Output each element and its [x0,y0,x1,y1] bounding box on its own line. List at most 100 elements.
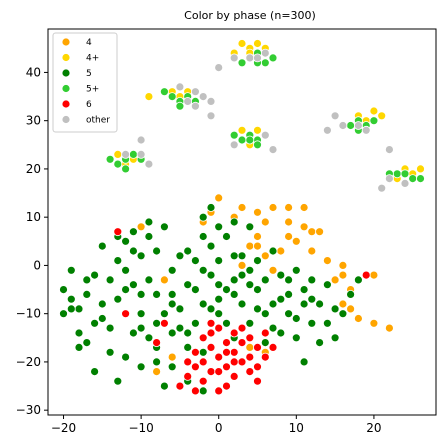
point-other-6 [183,97,193,106]
point-6-30 [229,328,239,338]
point-other-11 [229,140,239,150]
point-5-99 [245,280,255,290]
point-5-96 [198,265,208,275]
point-6-9 [222,381,231,391]
point-5-20 [214,294,224,304]
point-5-38 [82,289,92,299]
point-5-115 [253,304,262,314]
point-6-33 [253,362,262,372]
point-5-92 [136,251,146,261]
point-5-48 [167,289,177,299]
point-6-31 [237,338,247,348]
point-4-17 [307,246,317,256]
point-6-4 [229,371,239,381]
point-5-72 [353,275,363,285]
point-5-119 [113,294,123,304]
point-5-5 [97,299,107,309]
point-5-26 [260,309,270,319]
point-4-23 [346,304,356,314]
legend-marker-4+ [61,53,71,62]
legend-label-6: 6 [86,100,92,110]
legend-marker-other [61,115,71,124]
point-6-1 [206,342,216,352]
point-5+-23 [105,154,115,164]
point-other-20 [136,135,146,145]
point-5-60 [260,275,270,285]
point-4+-14 [253,125,262,135]
point-other-8 [206,111,216,121]
point-6-14 [183,371,193,381]
point-5-88 [276,294,286,304]
point-5-23 [237,251,247,261]
point-5-58 [245,265,255,275]
point-5-40 [66,304,76,314]
legend-marker-4 [61,37,71,47]
point-5-9 [128,280,138,290]
point-5+-29 [408,174,418,184]
point-4-6 [315,227,325,237]
point-5-49 [175,251,185,261]
y-tick-label-4: 10 [26,210,41,224]
point-5-71 [346,289,356,299]
point-6-18 [253,342,262,352]
y-tick-label-1: −20 [16,355,41,369]
point-4+-23 [144,92,154,101]
point-5-81 [167,299,177,309]
point-5-30 [291,265,301,275]
point-5-122 [66,294,76,304]
point-4-1 [253,207,262,217]
point-5-52 [198,299,208,309]
point-5-59 [253,256,262,266]
point-4-38 [338,270,348,280]
point-5-112 [206,304,216,314]
point-5-125 [229,217,239,227]
point-4+-8 [377,111,387,121]
point-5+-3 [260,58,270,68]
point-5-14 [167,328,177,338]
point-5-109 [159,309,169,319]
point-5-57 [237,299,247,309]
point-5+-0 [237,58,247,68]
point-5-22 [229,275,239,285]
axes-layer: −20 −10 0 10 20 −30 −20 −10 0 10 20 30 40 [16,65,382,435]
point-5+-25 [128,149,138,159]
y-tick-label-5: 20 [26,162,41,176]
point-5-24 [245,222,255,232]
point-4-32 [152,367,162,377]
point-6-8 [229,347,239,357]
point-6-21 [206,318,216,328]
point-5-1 [66,265,76,275]
point-4-30 [136,222,146,232]
point-6-3 [222,362,231,372]
point-other-1 [245,53,255,63]
legend-label-5+: 5+ [86,85,99,95]
point-5-32 [307,318,317,328]
point-5-110 [175,323,185,333]
point-other-17 [144,159,154,169]
point-5-106 [198,386,208,396]
point-other-13 [338,121,348,130]
point-5-102 [136,323,146,333]
point-5-10 [136,309,146,319]
point-5-27 [268,246,278,256]
point-4-3 [284,217,294,227]
point-5-121 [82,275,92,285]
point-4-29 [159,275,169,285]
point-4-25 [369,318,379,328]
point-other-22 [377,183,387,193]
point-5-97 [214,280,224,290]
point-4-19 [338,260,348,270]
point-4+-16 [113,149,123,159]
point-6-24 [113,227,123,237]
point-4-8 [276,246,286,256]
point-5-124 [198,212,208,222]
point-5-31 [299,299,309,309]
point-5-68 [322,318,332,328]
point-4-11 [245,241,255,251]
x-tick-label-4: 20 [366,421,381,435]
point-5+-28 [392,169,402,179]
point-5+-34 [253,140,262,150]
x-tick-label-3: 10 [289,421,304,435]
point-5-85 [229,289,239,299]
